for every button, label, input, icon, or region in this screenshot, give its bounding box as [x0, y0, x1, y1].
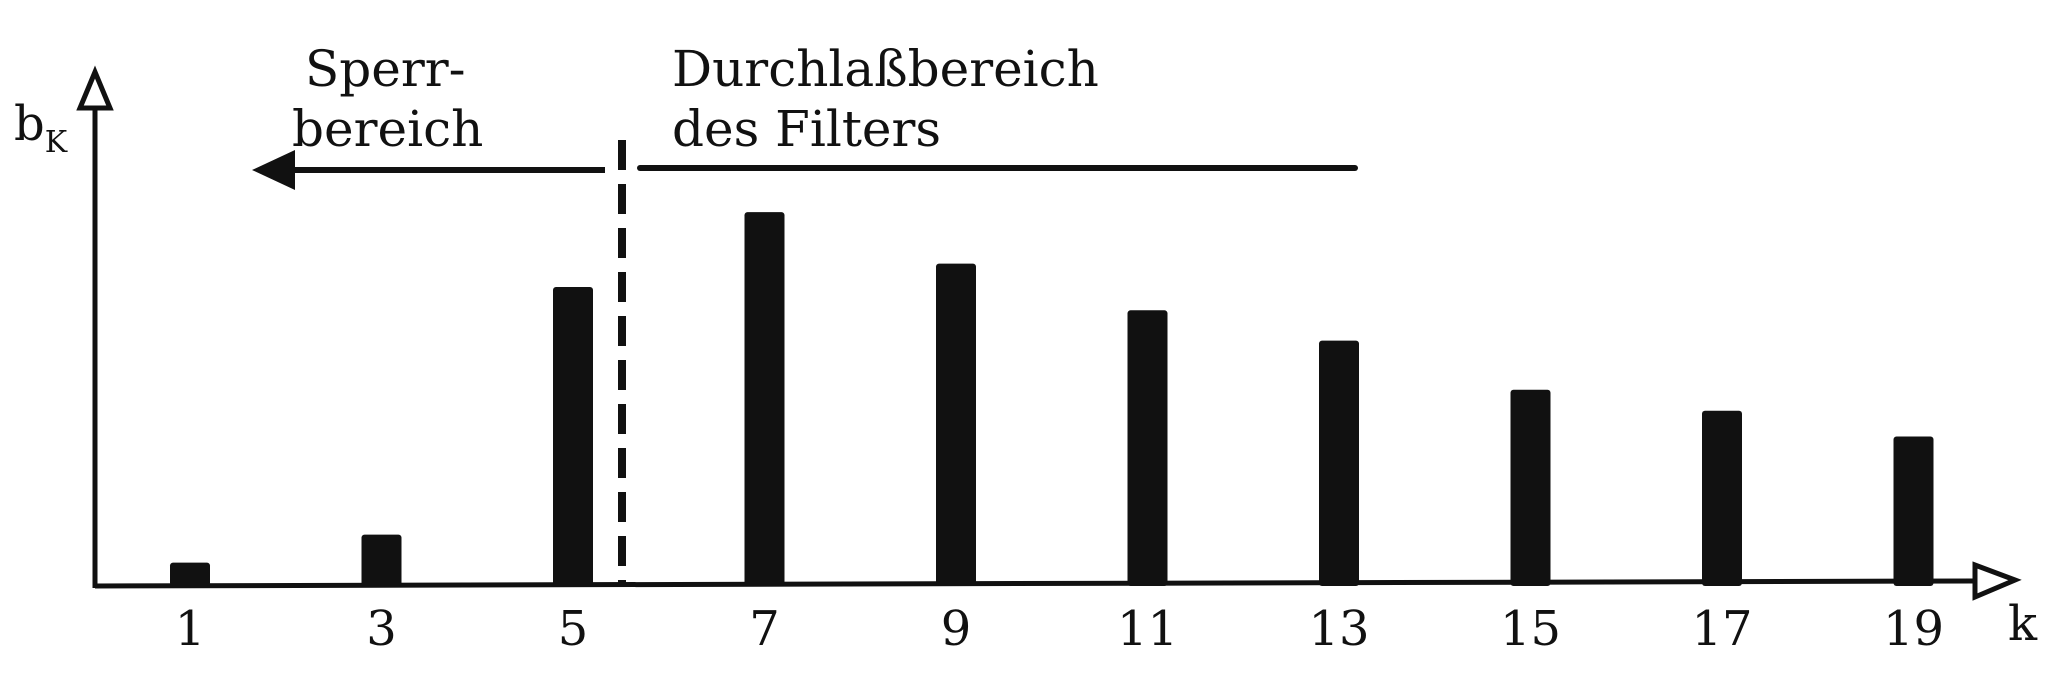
stop-band-label: Sperr- bereich [292, 40, 483, 158]
x-tick-label: 15 [1500, 601, 1561, 657]
x-tick-label: 9 [941, 601, 972, 657]
bar-k11 [1127, 310, 1168, 586]
bar-k3 [361, 534, 402, 586]
x-tick-label: 3 [366, 601, 397, 657]
x-tick-label: 13 [1308, 601, 1369, 657]
pass-band-label: Durchlaßbereich des Filters [672, 40, 1115, 158]
tick-labels-group: 1 3 5 7 9 11 13 15 17 19 [175, 601, 1944, 657]
x-tick-label: 1 [175, 601, 206, 657]
x-tick-label: 17 [1691, 601, 1752, 657]
bar-k13 [1319, 340, 1359, 586]
x-axis-label: k [2008, 596, 2038, 652]
bar-k7 [744, 212, 785, 586]
bars-group [170, 212, 1934, 586]
bar-k5 [553, 286, 593, 586]
bar-k15 [1510, 389, 1551, 586]
y-axis-arrowhead [76, 65, 114, 111]
y-axis-label-main: b [14, 96, 45, 152]
bar-k9 [936, 263, 976, 586]
stop-band-label-line1: Sperr- [305, 40, 466, 98]
bar-k17 [1702, 410, 1742, 586]
x-tick-label: 19 [1883, 601, 1944, 657]
stop-band-label-line2: bereich [292, 100, 483, 158]
x-axis-arrowhead [1972, 561, 2022, 601]
x-axis-line [94, 578, 1976, 589]
pass-band-label-line2: des Filters [672, 100, 941, 158]
pass-band-label-line1: Durchlaßbereich [672, 40, 1099, 98]
stop-band-arrowhead [252, 150, 295, 190]
y-axis-label-subscript: K [45, 125, 68, 160]
x-tick-label: 11 [1117, 601, 1178, 657]
y-axis-label: bK [14, 96, 68, 160]
x-tick-label: 5 [558, 601, 589, 657]
bar-k19 [1893, 436, 1934, 586]
x-tick-label: 7 [749, 601, 780, 657]
bar-k1 [170, 562, 210, 586]
